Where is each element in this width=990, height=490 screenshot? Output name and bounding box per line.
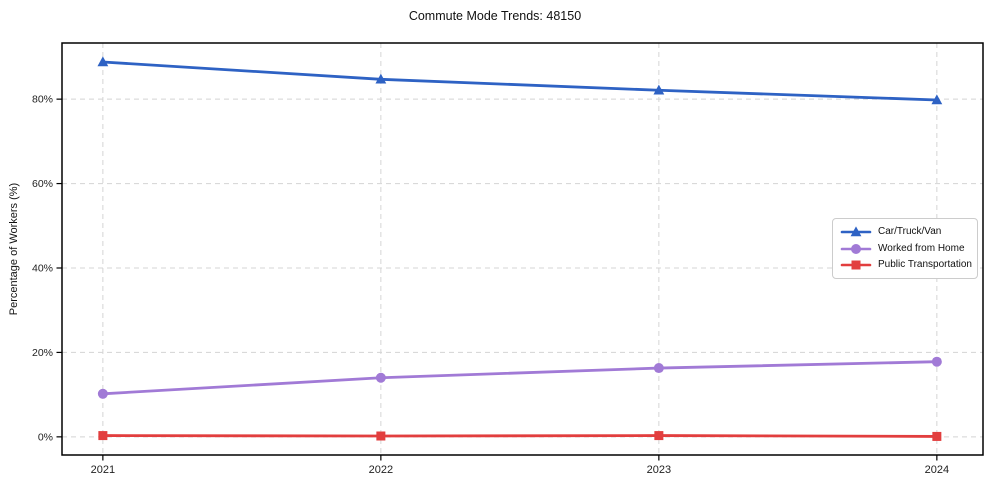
- data-point-car-truck-van-2021: [97, 56, 109, 67]
- data-point-car-truck-van-2024: [931, 94, 943, 105]
- data-point-public-transportation-2022: [376, 431, 386, 441]
- legend-item-car-truck-van: Car/Truck/Van: [840, 225, 970, 239]
- x-tick-label: 2021: [91, 464, 115, 476]
- data-point-worked-from-home-2022: [375, 372, 386, 383]
- legend-circle-marker-icon: [840, 243, 872, 254]
- series-line-car-truck-van: [101, 60, 939, 102]
- data-point-worked-from-home-2021: [97, 388, 108, 399]
- data-point-car-truck-van-2022: [375, 73, 387, 84]
- data-point-worked-from-home-2023: [653, 363, 664, 374]
- y-tick-label: 20%: [32, 347, 53, 359]
- chart-title: Commute Mode Trends: 48150: [408, 9, 582, 23]
- data-point-public-transportation-2024: [932, 431, 942, 441]
- legend-triangle-marker-icon: [840, 226, 872, 237]
- data-point-car-truck-van-2023: [653, 84, 665, 95]
- series-line-worked-from-home: [101, 360, 939, 396]
- legend-item-worked-from-home: Worked from Home: [840, 242, 970, 256]
- x-tick-label: 2024: [925, 464, 949, 476]
- x-tick-label: 2023: [647, 464, 671, 476]
- plot-border: [61, 42, 984, 456]
- legend-item-public-transportation: Public Transportation: [840, 258, 972, 272]
- data-point-public-transportation-2021: [98, 431, 108, 441]
- data-point-worked-from-home-2024: [931, 356, 942, 367]
- legend-label: Worked from Home: [878, 242, 965, 254]
- x-tick-label: 2022: [369, 464, 393, 476]
- y-tick-label: 40%: [32, 263, 53, 275]
- y-tick-label: 0%: [38, 431, 53, 443]
- data-point-public-transportation-2023: [654, 431, 664, 441]
- legend-square-marker-icon: [840, 260, 872, 270]
- legend: Car/Truck/Van Worked from Home Public Tran…: [832, 218, 978, 279]
- y-tick-label: 80%: [32, 94, 53, 106]
- y-tick-label: 60%: [32, 178, 53, 190]
- series-line-public-transportation: [101, 434, 939, 438]
- legend-label: Car/Truck/Van: [878, 226, 942, 237]
- legend-label: Public Transportation: [878, 259, 972, 270]
